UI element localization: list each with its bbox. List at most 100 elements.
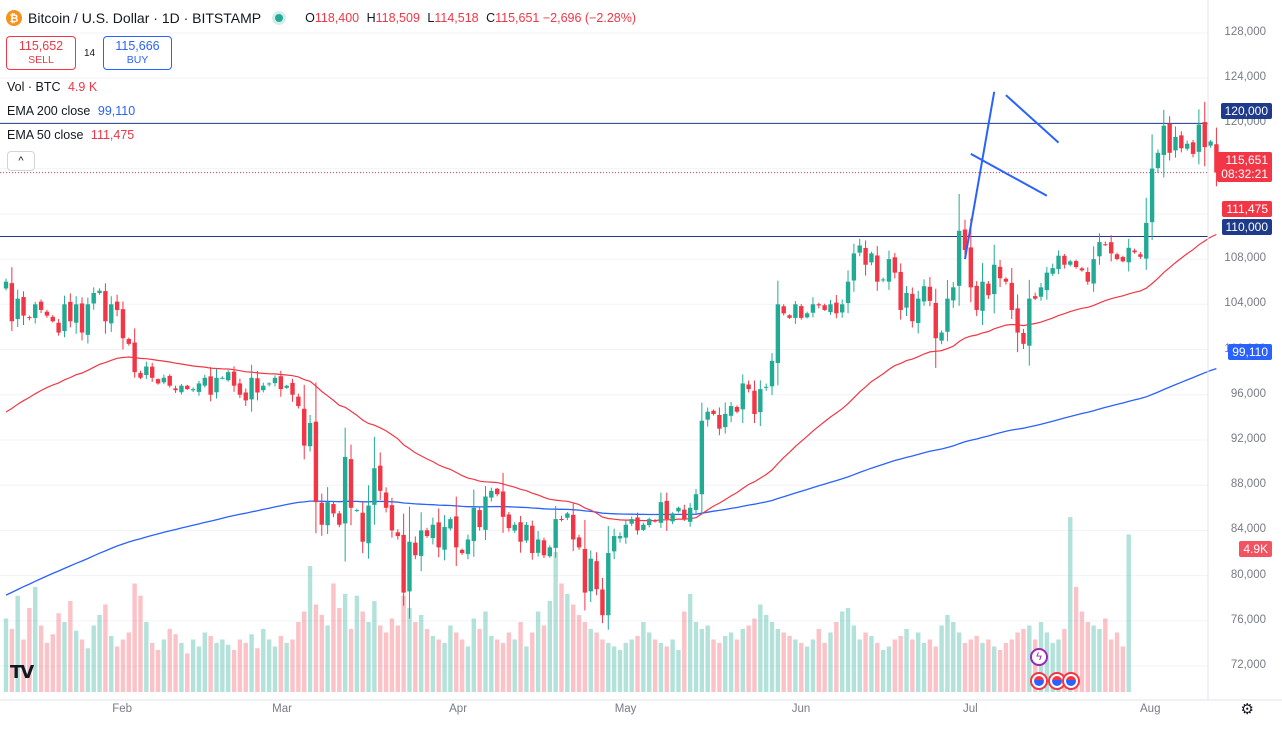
candle-body <box>839 304 845 313</box>
volume-bar <box>208 636 213 692</box>
volume-bar <box>372 601 377 692</box>
candle-body <box>763 386 769 388</box>
candle-body <box>337 513 342 525</box>
flag-upper-line[interactable] <box>1005 94 1060 144</box>
volume-bar <box>220 639 225 692</box>
candle-body <box>623 524 629 538</box>
volume-bar <box>997 650 1003 692</box>
candle-body <box>331 504 336 514</box>
volume-bar <box>834 622 839 692</box>
volume-bar <box>38 625 44 692</box>
candle-body <box>50 316 55 322</box>
us-flag-event-icon[interactable] <box>1062 672 1080 690</box>
volume-bar <box>752 618 757 692</box>
volume-bar <box>471 618 476 692</box>
candle-body <box>822 305 827 310</box>
gear-icon[interactable]: ⚙ <box>1240 701 1254 718</box>
lightning-icon[interactable]: ϟ <box>1030 648 1048 666</box>
candle-body <box>676 507 681 512</box>
symbol-title[interactable]: Bitcoin / U.S. Dollar · 1D · BITSTAMP <box>28 10 262 26</box>
candle-body <box>1073 261 1079 267</box>
tradingview-logo[interactable]: TV <box>10 662 34 683</box>
candle-body <box>144 366 149 376</box>
volume-bar <box>278 636 284 692</box>
candle-body <box>711 410 716 414</box>
candle-body <box>880 279 886 281</box>
price-tick-label: 92,000 <box>1230 432 1266 445</box>
volume-bar <box>799 643 804 692</box>
volume-bar <box>559 583 564 692</box>
volume-bar <box>109 636 114 692</box>
volume-bar <box>623 643 629 692</box>
volume-bar <box>635 636 640 692</box>
volume-bar <box>424 629 430 692</box>
legend-ema50[interactable]: EMA 50 close 111,475 <box>7 128 135 142</box>
candle-body <box>62 304 67 332</box>
volume-bar <box>149 643 155 692</box>
volume-bar <box>68 601 73 692</box>
us-flag-event-icon[interactable] <box>1030 672 1048 690</box>
candle-body <box>921 286 927 302</box>
candle-body <box>1003 278 1009 282</box>
candle-body <box>647 519 652 526</box>
volume-bar <box>723 636 728 692</box>
volume-bar <box>600 639 605 692</box>
volume-bar <box>196 646 202 692</box>
volume-bar <box>1103 618 1108 692</box>
symbol-header[interactable]: ₿ Bitcoin / U.S. Dollar · 1D · BITSTAMP … <box>6 10 636 26</box>
candle-body <box>758 389 763 413</box>
candle-body <box>571 514 576 540</box>
candle-body <box>752 390 757 414</box>
volume-bar <box>530 632 535 692</box>
price-tick-label: 88,000 <box>1230 478 1266 491</box>
candle-body <box>728 406 734 416</box>
volume-bar <box>97 615 102 692</box>
volume-bar <box>1108 639 1114 692</box>
volume-bar <box>980 643 985 692</box>
collapse-legend-button[interactable]: ^ <box>7 151 35 171</box>
candle-body <box>1050 268 1055 274</box>
ema50-line <box>5 233 1217 522</box>
volume-bar <box>1003 643 1009 692</box>
legend-volume[interactable]: Vol · BTC 4.9 K <box>7 80 98 94</box>
volume-bar <box>302 611 307 692</box>
volume-bar <box>617 650 623 692</box>
volume-bar <box>582 622 588 692</box>
ema200-price-label: 99,110 <box>1228 344 1272 360</box>
volume-bar <box>436 639 441 692</box>
volume-bar <box>395 625 400 692</box>
volume-bar <box>1021 629 1026 692</box>
volume-bar <box>231 650 237 692</box>
candle-body <box>588 558 593 592</box>
candle-body <box>114 301 120 310</box>
candle-body <box>524 524 529 541</box>
sell-button[interactable]: 115,652 SELL <box>6 36 76 70</box>
volume-bar <box>249 634 254 692</box>
volume-bar <box>763 615 769 692</box>
flag-pole-line[interactable] <box>963 91 996 260</box>
volume-bar <box>758 604 763 692</box>
flag-lower-line[interactable] <box>970 153 1048 197</box>
volume-bar <box>524 646 529 692</box>
candle-body <box>401 534 406 593</box>
legend-ema200[interactable]: EMA 200 close 99,110 <box>7 104 136 118</box>
candle-body <box>804 313 810 318</box>
volume-bar <box>606 643 611 692</box>
candle-body <box>278 376 284 390</box>
buy-button[interactable]: 115,666 BUY <box>103 36 172 70</box>
candle-body <box>413 542 418 556</box>
candle-body <box>208 376 213 395</box>
volume-bar <box>500 643 506 692</box>
volume-bar <box>126 632 131 692</box>
candle-body <box>682 509 687 520</box>
volume-bar <box>951 622 956 692</box>
ohlc-readout: O118,400 H118,509 L114,518 C115,651 −2,6… <box>305 11 636 25</box>
volume-bar <box>132 583 137 692</box>
candle-body <box>968 247 974 288</box>
candle-body <box>997 266 1003 279</box>
candle-body <box>342 456 348 524</box>
candle-body <box>974 285 979 310</box>
volume-bar <box>904 629 909 692</box>
